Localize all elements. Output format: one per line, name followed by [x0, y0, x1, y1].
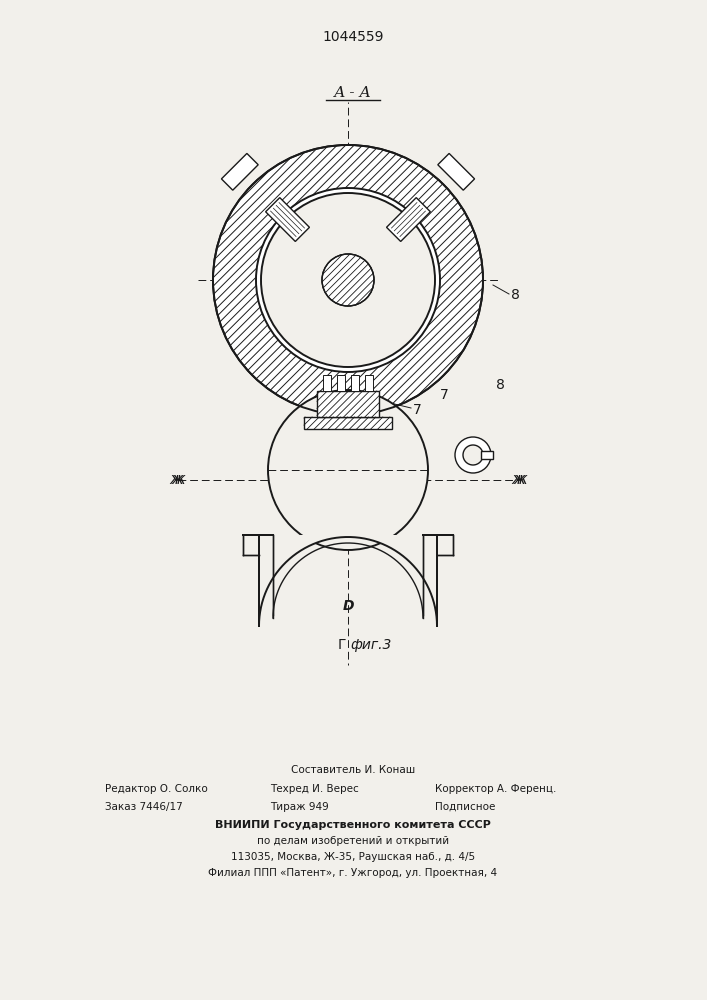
Text: Подписное: Подписное: [435, 802, 496, 812]
Text: фиг.3: фиг.3: [350, 638, 392, 652]
Text: 1044559: 1044559: [322, 30, 384, 44]
Text: 8: 8: [496, 378, 505, 392]
Polygon shape: [221, 153, 258, 190]
Text: Составитель И. Конаш: Составитель И. Конаш: [291, 765, 415, 775]
Polygon shape: [438, 153, 474, 190]
Text: Г: Г: [338, 638, 346, 652]
Text: Вид Б: Вид Б: [307, 331, 354, 345]
Text: 8: 8: [511, 288, 520, 302]
Bar: [304, 417, 392, 429]
Text: Заказ 7446/17: Заказ 7446/17: [105, 802, 182, 812]
Circle shape: [261, 193, 435, 367]
Circle shape: [213, 145, 483, 415]
Text: ж: ж: [511, 473, 525, 488]
Text: Редактор О. Солко: Редактор О. Солко: [105, 784, 208, 794]
Bar: [365, 375, 373, 391]
Text: по делам изобретений и открытий: по делам изобретений и открытий: [257, 836, 449, 846]
Text: ж: ж: [513, 473, 527, 488]
Bar: [317, 391, 379, 417]
Circle shape: [268, 390, 428, 550]
Text: А - А: А - А: [334, 86, 372, 100]
Polygon shape: [259, 535, 437, 626]
Circle shape: [463, 445, 483, 465]
Bar: [323, 375, 331, 391]
Polygon shape: [387, 198, 431, 241]
Circle shape: [455, 437, 491, 473]
Text: Филиал ППП «Патент», г. Ужгород, ул. Проектная, 4: Филиал ППП «Патент», г. Ужгород, ул. Про…: [209, 868, 498, 878]
Text: в: в: [352, 458, 360, 472]
Text: D: D: [356, 340, 367, 354]
Text: Корректор А. Ференц.: Корректор А. Ференц.: [435, 784, 556, 794]
Bar: [337, 375, 345, 391]
Text: ж: ж: [171, 473, 185, 488]
Text: ВНИИПИ Государственного комитета СССР: ВНИИПИ Государственного комитета СССР: [215, 820, 491, 830]
Text: Техред И. Верес: Техред И. Верес: [270, 784, 358, 794]
Text: 7: 7: [440, 388, 449, 402]
Text: 7: 7: [413, 403, 422, 417]
Bar: [481, 451, 493, 459]
Text: фиг.2: фиг.2: [327, 442, 368, 456]
Text: 113035, Москва, Ж-35, Раушская наб., д. 4/5: 113035, Москва, Ж-35, Раушская наб., д. …: [231, 852, 475, 862]
Text: D: D: [342, 599, 354, 613]
Text: Г: Г: [326, 451, 334, 465]
Circle shape: [322, 254, 374, 306]
Text: Тираж 949: Тираж 949: [270, 802, 329, 812]
Polygon shape: [266, 198, 310, 241]
Bar: [351, 375, 359, 391]
Text: ж: ж: [169, 473, 183, 488]
